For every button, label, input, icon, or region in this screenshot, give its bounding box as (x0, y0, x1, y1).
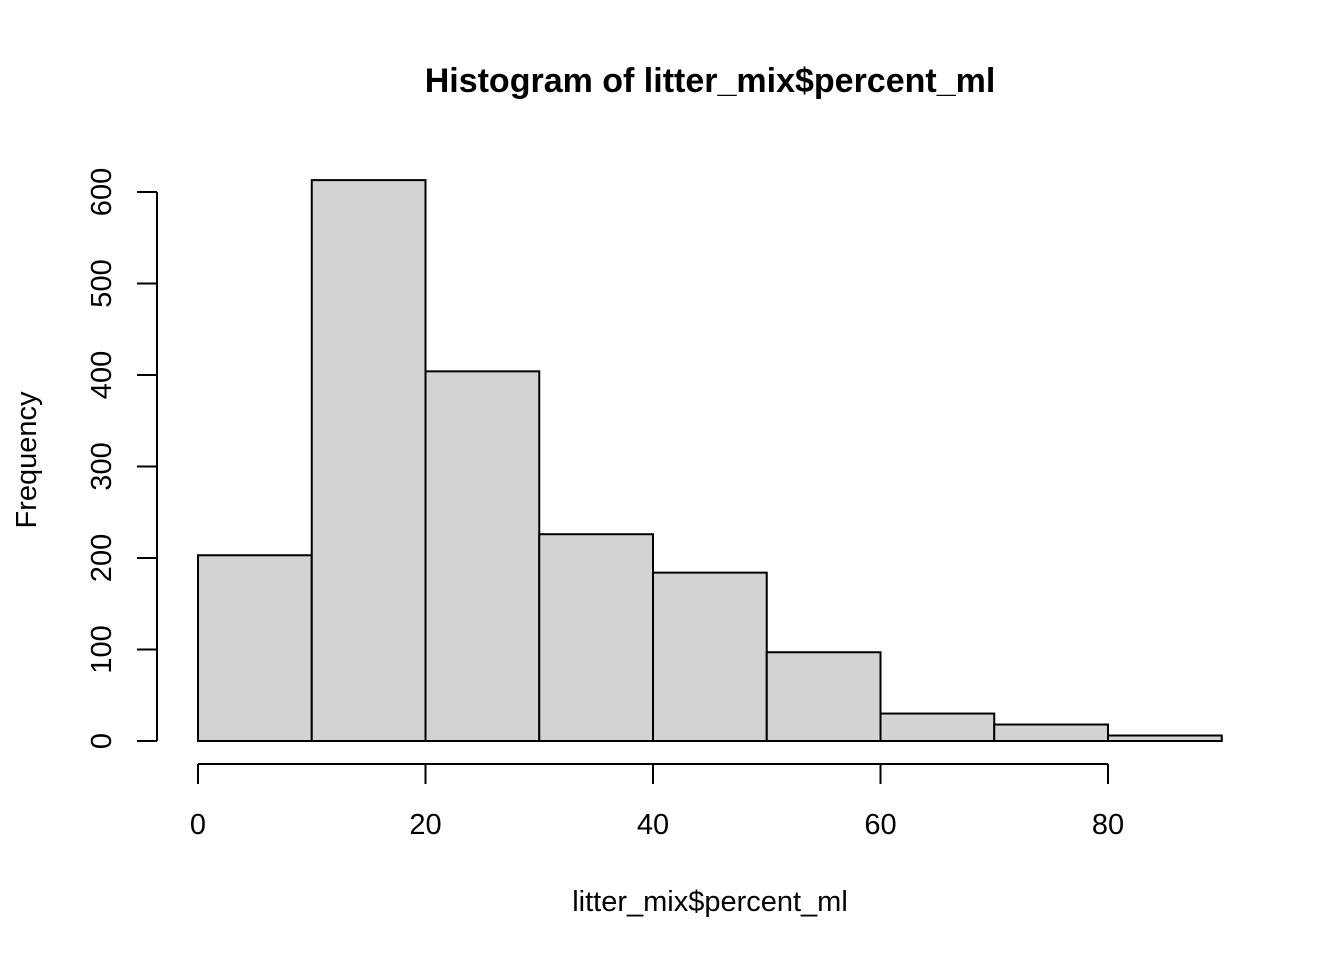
x-tick-label-1: 20 (409, 809, 441, 841)
histogram-bar-2 (424, 370, 541, 742)
histogram-bar-6 (879, 712, 996, 742)
y-tick-label-2: 200 (86, 534, 118, 582)
x-tick-label-2: 40 (637, 809, 669, 841)
y-tick-label-3: 300 (86, 442, 118, 490)
histogram-bar-5 (765, 651, 882, 742)
x-tick-label-0: 0 (190, 809, 206, 841)
histogram-bar-1 (310, 179, 427, 743)
y-tick-label-5: 500 (86, 259, 118, 307)
chart-title: Histogram of litter_mix$percent_ml (425, 62, 996, 100)
y-axis-label: Frequency (11, 391, 43, 529)
y-axis: 0 100 200 300 400 500 600 (86, 168, 158, 749)
y-tick-label-0: 0 (86, 733, 118, 749)
y-tick-label-4: 400 (86, 351, 118, 399)
x-tick-label-3: 60 (864, 809, 896, 841)
x-axis-label: litter_mix$percent_ml (572, 886, 848, 918)
y-tick-label-6: 600 (86, 168, 118, 216)
bars-group (197, 179, 1223, 743)
histogram-bar-4 (652, 571, 768, 743)
histogram-bar-8 (1107, 734, 1223, 743)
histogram-bar-7 (993, 723, 1109, 743)
histogram-bar-3 (538, 533, 654, 743)
x-axis: 0 20 40 60 80 (190, 763, 1124, 841)
y-tick-label-1: 100 (86, 625, 118, 673)
histogram-bar-0 (197, 554, 313, 742)
x-tick-label-4: 80 (1092, 809, 1124, 841)
